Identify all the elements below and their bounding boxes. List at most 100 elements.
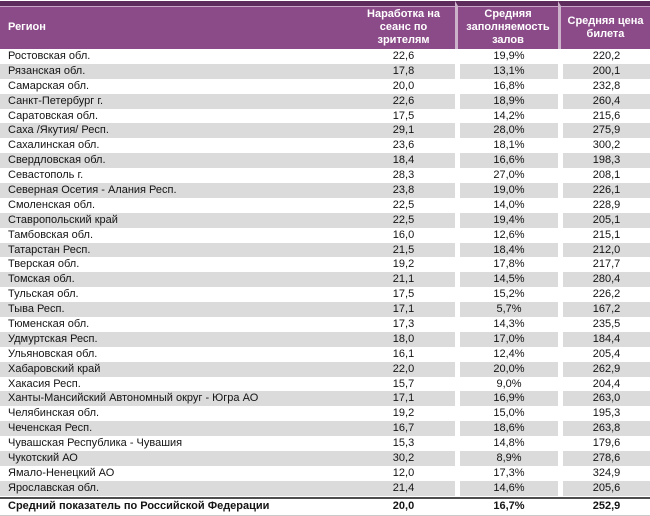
ticket-price-cell: 212,0 [558, 242, 650, 258]
region-cell: Челябинская обл. [8, 407, 100, 420]
occupancy-cell: 17,3% [455, 465, 558, 481]
ticket-price-cell: 184,4 [558, 331, 650, 347]
table-body: Ростовская обл. 22,6 19,9% 220,2 Рязанская о… [0, 49, 650, 496]
sessions-per-screening-cell: 19,2 [392, 258, 415, 271]
region-cell: Самарская обл. [8, 79, 90, 92]
occupancy-cell: 14,2% [455, 108, 558, 124]
ticket-price-cell: 263,8 [558, 421, 650, 437]
ticket-price-cell: 232,8 [558, 78, 650, 94]
occupancy-cell: 14,0% [455, 197, 558, 213]
column-header-occupancy: Средняя заполняемость залов [455, 1, 558, 49]
table-row: Самарская обл. 20,0 16,8% 232,8 [0, 78, 650, 94]
ticket-price-cell: 220,2 [558, 49, 650, 64]
region-cell: Смоленская обл. [8, 198, 96, 211]
table-row: Рязанская обл. 17,8 13,1% 200,1 [0, 63, 650, 79]
table-row: Томская обл. 21,1 14,5% 280,4 [0, 272, 650, 288]
table-row: Санкт-Петербург г. 22,6 18,9% 260,4 [0, 93, 650, 109]
table-header: Регион Наработка на сеанс по зрителям Ср… [0, 1, 650, 49]
table-row: Ямало-Ненецкий АО 12,0 17,3% 324,9 [0, 465, 650, 481]
region-cell: Чеченская Респ. [0, 421, 352, 437]
region-cell: Ярославская обл. [0, 480, 352, 496]
ticket-price-cell: 278,6 [558, 451, 650, 466]
region-cell: Ямало-Ненецкий АО [8, 466, 115, 479]
table-row: Северная Осетия - Алания Респ. 23,8 19,0% 2… [0, 183, 650, 198]
sessions-per-screening-cell: 17,1 [352, 302, 455, 318]
ticket-price-cell: 204,4 [558, 376, 650, 392]
region-cell: Томская обл. [0, 272, 352, 288]
ticket-price-cell: 226,1 [558, 183, 650, 198]
sessions-per-screening-cell: 18,0 [352, 331, 455, 347]
table-row: Ярославская обл. 21,4 14,6% 205,6 [0, 480, 650, 496]
sessions-per-screening-cell: 28,3 [392, 169, 415, 182]
table-row: Севастополь г. 28,3 27,0% 208,1 [0, 168, 650, 184]
ticket-price-cell: 198,3 [558, 153, 650, 169]
ticket-price-cell: 205,4 [558, 346, 650, 362]
ticket-price-cell: 167,2 [558, 302, 650, 318]
ticket-price-cell: 280,4 [558, 272, 650, 288]
region-cell: Хабаровский край [0, 361, 352, 377]
ticket-price-cell: 324,9 [558, 465, 650, 481]
occupancy-cell: 14,5% [455, 272, 558, 288]
total-ticket-price: 252,9 [558, 498, 650, 515]
sessions-per-screening-cell: 21,5 [352, 242, 455, 258]
sessions-per-screening-cell: 30,2 [352, 451, 455, 466]
table-row: Удмуртская Респ. 18,0 17,0% 184,4 [0, 331, 650, 347]
ticket-price-cell: 300,2 [558, 138, 650, 154]
region-cell: Свердловская обл. [0, 153, 352, 169]
occupancy-cell: 16,8% [455, 78, 558, 94]
occupancy-cell: 18,4% [455, 242, 558, 258]
table-row: Чеченская Респ. 16,7 18,6% 263,8 [0, 421, 650, 437]
ticket-price-cell: 262,9 [558, 361, 650, 377]
table-row: Чукотский АО 30,2 8,9% 278,6 [0, 451, 650, 466]
occupancy-cell: 12,4% [455, 346, 558, 362]
region-cell: Северная Осетия - Алания Респ. [0, 183, 352, 198]
region-cell: Саратовская обл. [8, 109, 99, 122]
region-cell: Тыва Респ. [0, 302, 352, 318]
table-row: Тамбовская обл. 16,0 12,6% 215,1 [0, 227, 650, 243]
table-row: Саратовская обл. 17,5 14,2% 215,6 [0, 108, 650, 124]
sessions-per-screening-cell: 16,7 [352, 421, 455, 437]
table-row: Саха /Якутия/ Респ. 29,1 28,0% 275,9 [0, 123, 650, 139]
region-cell: Ульяновская обл. [8, 347, 98, 360]
total-label: Средний показатель по Российской Федерац… [0, 498, 352, 515]
region-cell: Севастополь г. [8, 169, 84, 182]
ticket-price-cell: 208,1 [558, 168, 650, 184]
occupancy-cell: 16,9% [455, 391, 558, 407]
occupancy-cell: 17,0% [455, 331, 558, 347]
region-cell: Тамбовская обл. [8, 228, 94, 241]
table-row: Хакасия Респ. 15,7 9,0% 204,4 [0, 376, 650, 392]
sessions-per-screening-cell: 12,0 [392, 466, 415, 479]
table-row: Сахалинская обл. 23,6 18,1% 300,2 [0, 138, 650, 154]
total-occupancy: 16,7% [455, 498, 558, 515]
ticket-price-cell: 200,1 [558, 63, 650, 79]
sessions-per-screening-cell: 22,5 [352, 212, 455, 228]
region-cell: Тульская обл. [8, 288, 79, 301]
region-cell: Сахалинская обл. [8, 139, 100, 152]
sessions-per-screening-cell: 17,8 [352, 63, 455, 79]
sessions-per-screening-cell: 18,4 [352, 153, 455, 169]
occupancy-cell: 18,1% [455, 138, 558, 154]
sessions-per-screening-cell: 22,5 [392, 198, 415, 211]
total-row: Средний показатель по Российской Федерац… [0, 496, 650, 516]
table-row: Смоленская обл. 22,5 14,0% 228,9 [0, 197, 650, 213]
table-row: Челябинская обл. 19,2 15,0% 195,3 [0, 406, 650, 422]
occupancy-cell: 18,9% [455, 93, 558, 109]
occupancy-cell: 27,0% [455, 168, 558, 184]
occupancy-cell: 15,0% [455, 406, 558, 422]
occupancy-cell: 19,9% [455, 49, 558, 64]
ticket-price-cell: 260,4 [558, 93, 650, 109]
occupancy-cell: 20,0% [455, 361, 558, 377]
ticket-price-cell: 195,3 [558, 406, 650, 422]
ticket-price-cell: 263,0 [558, 391, 650, 407]
column-header-ticket-price: Средняя цена билета [558, 1, 650, 49]
occupancy-cell: 5,7% [455, 302, 558, 318]
table-row: Ставропольский край 22,5 19,4% 205,1 [0, 212, 650, 228]
occupancy-cell: 15,2% [455, 287, 558, 303]
ticket-price-cell: 215,6 [558, 108, 650, 124]
occupancy-cell: 17,8% [455, 257, 558, 273]
ticket-price-cell: 235,5 [558, 317, 650, 332]
sessions-per-screening-cell: 22,6 [392, 50, 415, 62]
sessions-per-screening-cell: 16,1 [392, 347, 415, 360]
